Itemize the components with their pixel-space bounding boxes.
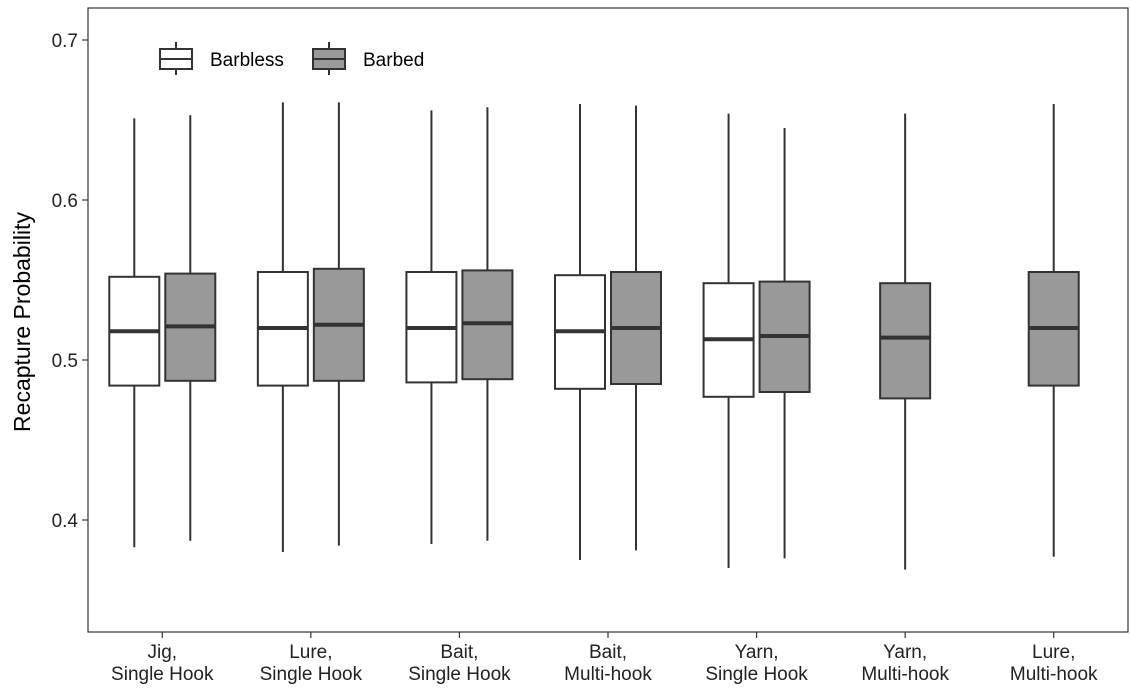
plot-area: 0.4 0.5 0.6 0.7 Jig, Single Hook Lure, Single H… xyxy=(52,7,1129,685)
box-barbless-0 xyxy=(108,118,161,548)
plot-panel-border xyxy=(87,7,1129,633)
x-tick-label: Lure, Multi-hook xyxy=(1010,642,1098,685)
box-barbed-3 xyxy=(610,105,662,551)
y-tick-label: 0.5 xyxy=(52,351,78,372)
legend-label: Barbed xyxy=(363,50,424,71)
box-barbless-3 xyxy=(554,104,606,560)
box-iqr xyxy=(879,282,932,400)
box-barbed-1 xyxy=(312,102,365,546)
box-barbed-2 xyxy=(461,107,514,541)
box-barbed-0 xyxy=(164,115,217,541)
x-tick-label: Yarn, Single Hook xyxy=(705,642,808,685)
legend: Barbless Barbed xyxy=(159,42,424,75)
legend-item-barbed: Barbed xyxy=(312,42,424,75)
y-axis-title: Recapture Probability xyxy=(9,212,35,432)
legend-label: Barbless xyxy=(210,50,284,71)
x-tick-label: Yarn, Multi-hook xyxy=(861,642,949,685)
box-barbless-1 xyxy=(256,102,309,552)
box-barbless-4 xyxy=(702,113,755,568)
x-tick-label: Lure, Single Hook xyxy=(260,642,363,685)
x-tick-label: Bait, Single Hook xyxy=(408,642,511,685)
box-barbed-4 xyxy=(758,128,811,559)
y-tick-label: 0.4 xyxy=(52,511,79,532)
x-tick-label: Bait, Multi-hook xyxy=(564,642,652,685)
x-tick-label: Jig, Single Hook xyxy=(111,642,214,685)
box-barbed-5 xyxy=(879,113,932,570)
box-barbless-2 xyxy=(405,110,458,544)
y-tick-label: 0.6 xyxy=(52,191,78,212)
legend-item-barbless: Barbless xyxy=(159,42,284,75)
y-tick-label: 0.7 xyxy=(52,31,78,52)
box-barbed-6 xyxy=(1027,104,1080,557)
